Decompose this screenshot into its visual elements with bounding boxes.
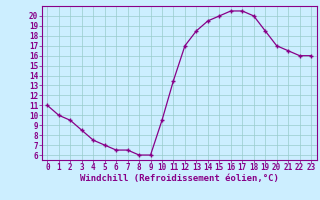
X-axis label: Windchill (Refroidissement éolien,°C): Windchill (Refroidissement éolien,°C) (80, 174, 279, 183)
